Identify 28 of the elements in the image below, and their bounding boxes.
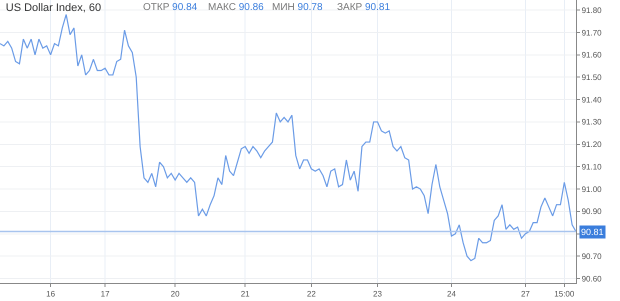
y-tick-label: 91.20 <box>582 140 602 150</box>
y-tick-label: 90.90 <box>582 207 602 216</box>
line-series <box>0 14 576 262</box>
y-tick-label: 91.50 <box>582 72 602 82</box>
y-tick-label: 90.70 <box>582 252 602 261</box>
y-tick-label: 91.00 <box>582 184 602 194</box>
x-tick-label: 23 <box>373 290 383 299</box>
x-tick-label: 21 <box>240 290 250 299</box>
y-tick-label: 91.40 <box>582 95 602 104</box>
x-tick-label: 16 <box>46 290 56 299</box>
chart-title: US Dollar Index, 60 <box>6 2 102 14</box>
x-tick-label: 27 <box>520 290 530 299</box>
y-tick-label: 91.30 <box>582 118 602 127</box>
x-tick-label: 24 <box>447 290 456 299</box>
y-tick-label: 91.70 <box>582 28 602 38</box>
y-tick-label: 91.10 <box>582 162 602 172</box>
ref-line-label: 90.81 <box>581 227 604 237</box>
y-tick-label: 91.60 <box>582 50 602 60</box>
x-tick-label: 22 <box>306 290 316 299</box>
y-tick-label: 90.60 <box>582 274 602 284</box>
annotation: ЗАКР 90.81 <box>337 2 390 13</box>
annotation: МИН 90.78 <box>272 2 323 13</box>
x-tick-label: 17 <box>100 290 110 299</box>
annotation: ОТКР 90.84 <box>143 2 198 13</box>
y-tick-label: 91.80 <box>582 6 602 15</box>
x-tick-label: 15:00 <box>554 290 575 299</box>
x-tick-label: 20 <box>170 290 180 299</box>
annotation: МАКС 90.86 <box>208 2 264 13</box>
